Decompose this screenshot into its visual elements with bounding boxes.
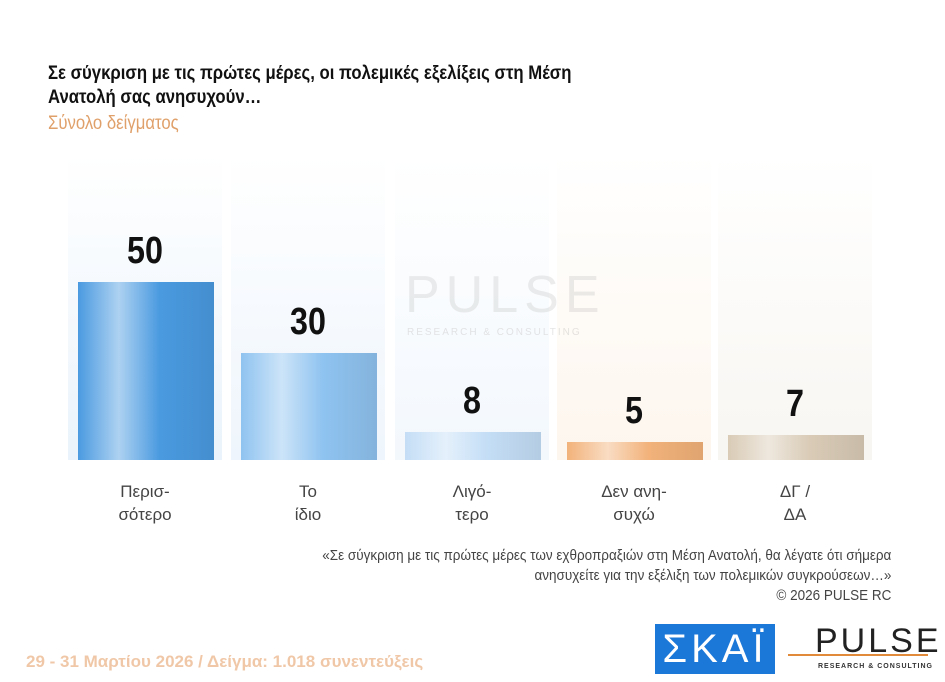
watermark-sub: RESEARCH & CONSULTING [407, 327, 582, 338]
pulse-logo-sub: RESEARCH & CONSULTING [818, 663, 933, 670]
data-label: 8 [463, 379, 481, 422]
category-label: Το ίδιο [294, 482, 322, 524]
copyright: © 2026 PULSE RC [775, 587, 891, 604]
footer-date-sample: 29 - 31 Μαρτίου 2026 / Δείγμα: 1.018 συν… [26, 652, 424, 671]
data-label: 7 [786, 383, 804, 426]
category-label: Λιγό-τερο [452, 482, 492, 524]
chart-subtitle: Σύνολο δείγματος [48, 113, 179, 134]
question-note: «Σε σύγκριση με τις πρώτες μέρες των εχθ… [322, 546, 891, 606]
bar [567, 442, 703, 460]
bar [241, 353, 377, 460]
chart-title: Σε σύγκριση με τις πρώτες μέρες, οι πολε… [48, 63, 572, 108]
bar-column-bg [68, 155, 222, 460]
data-label: 30 [290, 301, 326, 344]
pulse-logo-line [788, 654, 928, 656]
bar [405, 431, 541, 460]
watermark: PULSE [405, 266, 606, 324]
bar-column-bg [231, 155, 385, 460]
bar-column-bg [718, 155, 872, 460]
data-label: 50 [127, 230, 163, 272]
bar [728, 435, 864, 460]
bar-column-bg [395, 155, 549, 460]
skai-logo: ΣΚΑΪ [655, 624, 775, 674]
bar [78, 282, 214, 460]
category-label: Περισ-σότερο [118, 482, 172, 524]
data-label: 5 [625, 390, 643, 433]
bar-column-bg [557, 155, 711, 460]
category-label: Δεν ανη-συχώ [601, 482, 667, 524]
note-line-2: ανησυχείτε για την εξέλιξη των πολεμικών… [534, 567, 891, 584]
pulse-logo: PULSE [815, 622, 942, 660]
category-label: ΔΓ / ΔΑ [779, 482, 811, 524]
note-line-1: «Σε σύγκριση με τις πρώτες μέρες των εχθ… [321, 547, 891, 564]
